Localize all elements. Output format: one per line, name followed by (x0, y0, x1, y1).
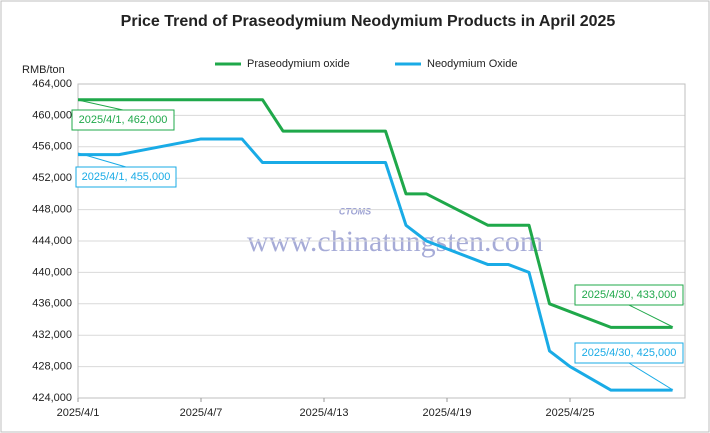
x-tick-label: 2025/4/13 (300, 407, 349, 419)
annotation: 2025/4/1, 462,000 (79, 114, 168, 126)
y-tick-label: 424,000 (32, 392, 72, 404)
annotation-leader (628, 362, 674, 391)
chart-title: Price Trend of Praseodymium Neodymium Pr… (121, 13, 616, 30)
annotation-box (71, 109, 175, 131)
annotation: 2025/4/1, 455,000 (82, 171, 171, 183)
x-tick-label: 2025/4/7 (180, 407, 223, 419)
annotation-box (574, 342, 684, 364)
annotation: 2025/4/30, 433,000 (582, 289, 677, 301)
annotation-box (75, 166, 177, 188)
y-tick-label: 456,000 (32, 141, 72, 153)
x-tick-label: 2025/4/25 (546, 407, 595, 419)
y-axis-label: RMB/ton (22, 64, 65, 76)
y-tick-label: 460,000 (32, 109, 72, 121)
y-tick-label: 452,000 (32, 172, 72, 184)
legend-label: Neodymium Oxide (427, 58, 517, 70)
x-tick-label: 2025/4/19 (423, 407, 472, 419)
y-tick-label: 432,000 (32, 329, 72, 341)
annotation-leader (77, 99, 124, 111)
annotation-leader (77, 152, 127, 168)
y-tick-label: 448,000 (32, 204, 72, 216)
annotation: 2025/4/30, 425,000 (582, 347, 677, 359)
annotation-box (574, 284, 684, 306)
y-tick-label: 464,000 (32, 78, 72, 90)
y-tick-label: 428,000 (32, 361, 72, 373)
legend-label: Praseodymium oxide (247, 58, 350, 70)
series-line (78, 137, 673, 392)
annotation-leader (628, 304, 674, 328)
series-line (78, 98, 673, 329)
y-tick-label: 436,000 (32, 298, 72, 310)
logo: CTOMS (339, 206, 371, 216)
y-tick-label: 444,000 (32, 235, 72, 247)
y-tick-label: 440,000 (32, 266, 72, 278)
plot-frame (77, 83, 686, 399)
x-tick-label: 2025/4/1 (57, 407, 100, 419)
